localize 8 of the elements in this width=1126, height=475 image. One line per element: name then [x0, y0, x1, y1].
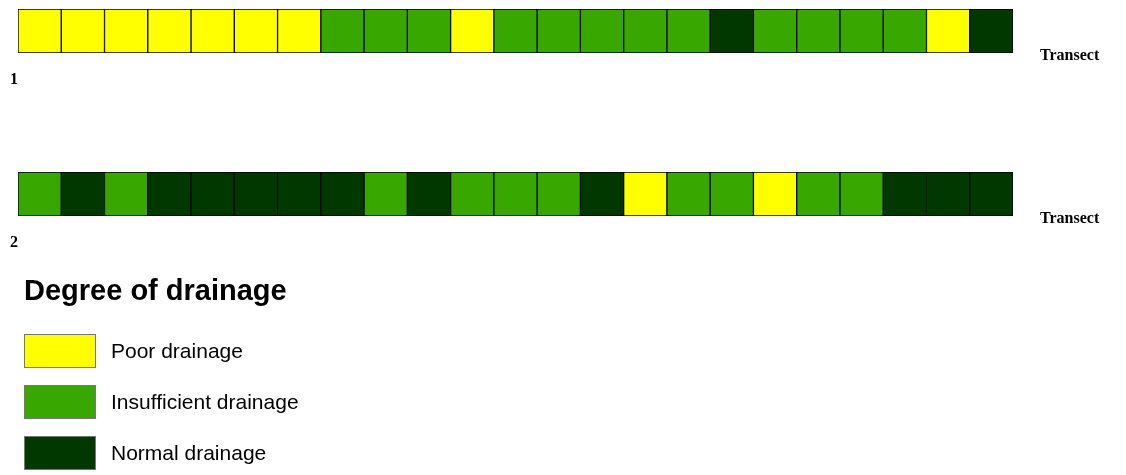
text: Insufficient drainage: [111, 389, 299, 414]
text: Transect: [1040, 209, 1100, 227]
text: Poor drainage: [111, 338, 243, 363]
text: 1: [10, 70, 18, 88]
text: Degree of drainage: [24, 274, 288, 307]
text: Transect: [1040, 46, 1100, 64]
text: 2: [10, 233, 18, 251]
text: Normal drainage: [111, 440, 267, 465]
